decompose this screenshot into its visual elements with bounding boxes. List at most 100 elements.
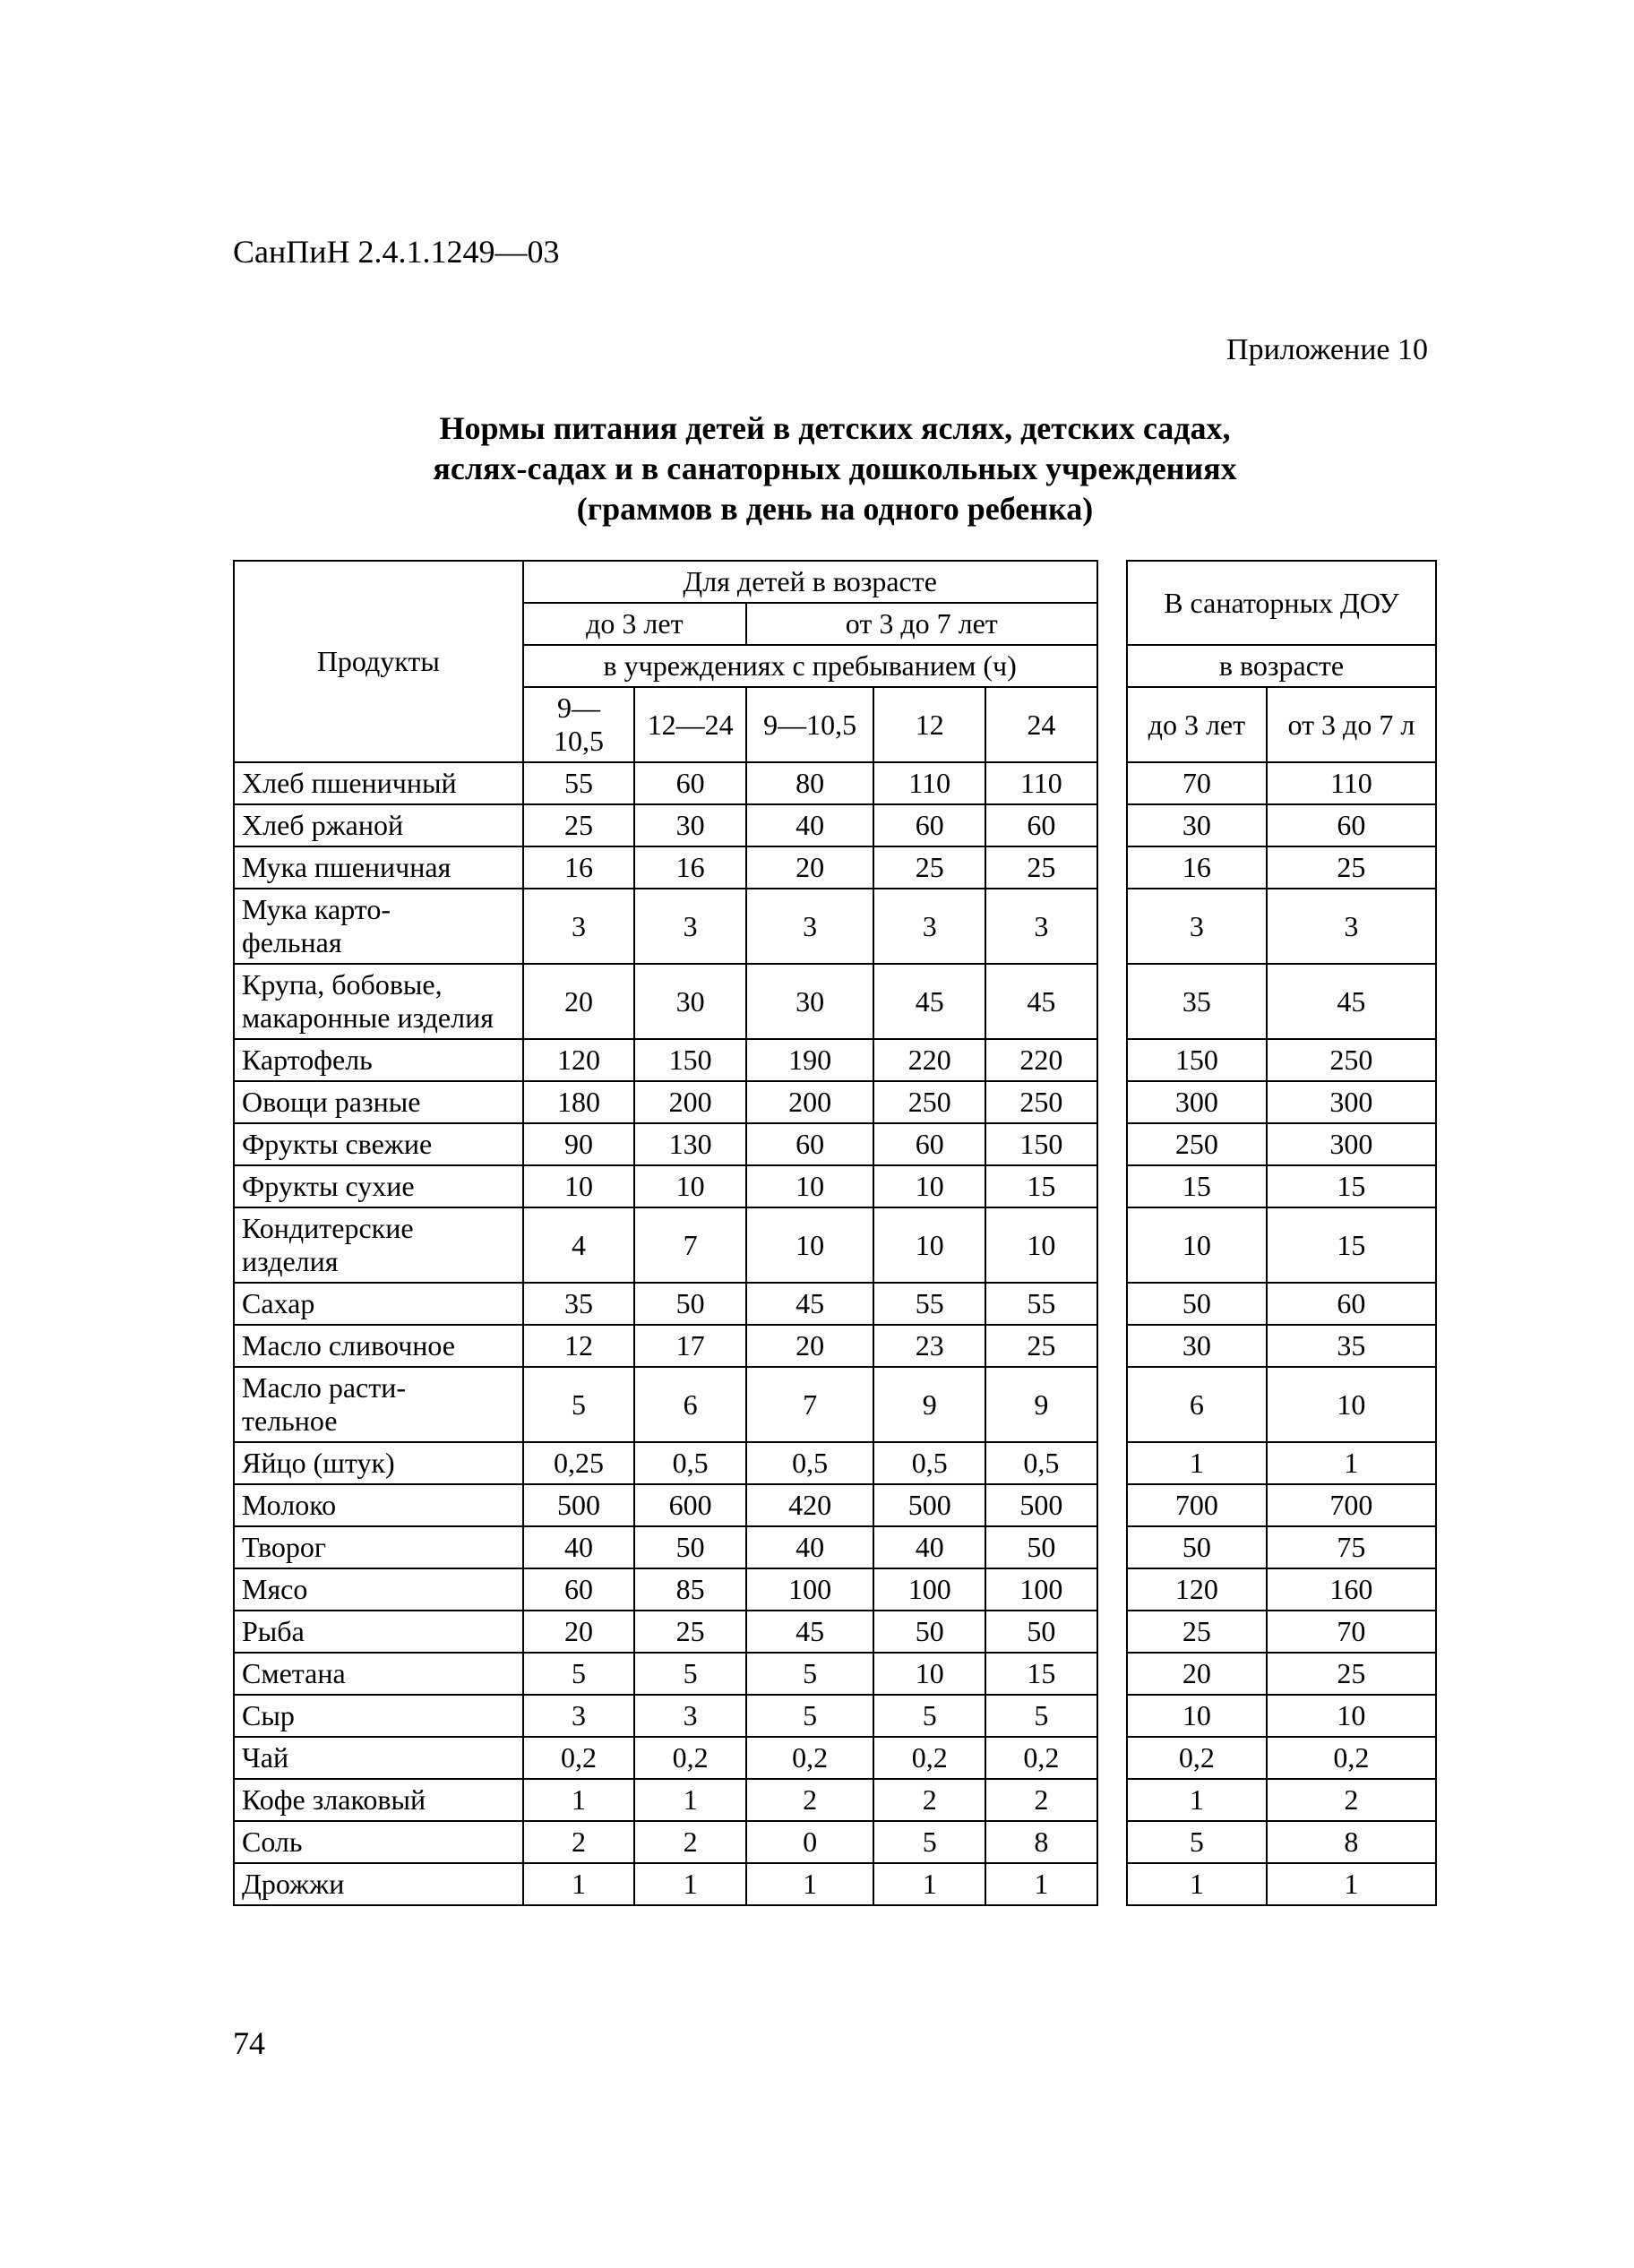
- value-cell: 10: [985, 1207, 1097, 1283]
- table-row: Кофе злаковый1122212: [234, 1779, 1436, 1821]
- value-cell: 35: [523, 1283, 635, 1325]
- table-row: Соль2205858: [234, 1821, 1436, 1863]
- value-cell: 300: [1267, 1081, 1436, 1123]
- value-cell: 2: [873, 1779, 985, 1821]
- value-cell: 9: [985, 1367, 1097, 1442]
- column-gap: [1097, 1442, 1127, 1484]
- header-under3: до 3 лет: [523, 603, 746, 645]
- value-cell: 40: [523, 1526, 635, 1568]
- value-cell: 2: [523, 1821, 635, 1863]
- header-sanatorium: В санаторных ДОУ: [1127, 561, 1436, 645]
- value-cell: 45: [873, 964, 985, 1039]
- value-cell: 55: [873, 1283, 985, 1325]
- value-cell: 25: [1127, 1611, 1267, 1653]
- product-name: Масло расти-тельное: [234, 1367, 523, 1442]
- product-name: Масло сливочное: [234, 1325, 523, 1367]
- column-gap: [1097, 1207, 1127, 1283]
- value-cell: 3: [1127, 889, 1267, 964]
- header-stay-hours: в учреждениях с пребыванием (ч): [523, 645, 1097, 687]
- product-name: Хлеб пшеничный: [234, 762, 523, 804]
- product-name: Мука карто-фельная: [234, 889, 523, 964]
- value-cell: 1: [985, 1863, 1097, 1905]
- value-cell: 5: [746, 1695, 873, 1737]
- header-col-2: 12—24: [634, 687, 746, 762]
- product-name: Картофель: [234, 1039, 523, 1081]
- table-row: Дрожжи1111111: [234, 1863, 1436, 1905]
- value-cell: 100: [985, 1568, 1097, 1611]
- table-header: Продукты Для детей в возрасте В санаторн…: [234, 561, 1436, 762]
- value-cell: 10: [1267, 1695, 1436, 1737]
- table-row: Масло расти-тельное56799610: [234, 1367, 1436, 1442]
- value-cell: 3: [634, 1695, 746, 1737]
- value-cell: 10: [634, 1165, 746, 1207]
- column-gap: [1097, 1123, 1127, 1165]
- value-cell: 1: [1267, 1863, 1436, 1905]
- value-cell: 0,5: [985, 1442, 1097, 1484]
- value-cell: 45: [1267, 964, 1436, 1039]
- value-cell: 25: [523, 804, 635, 846]
- value-cell: 1: [1127, 1863, 1267, 1905]
- value-cell: 700: [1127, 1484, 1267, 1526]
- table-row: Сахар35504555555060: [234, 1283, 1436, 1325]
- value-cell: 500: [985, 1484, 1097, 1526]
- table-row: Хлеб ржаной25304060603060: [234, 804, 1436, 846]
- value-cell: 16: [634, 846, 746, 889]
- value-cell: 10: [1267, 1367, 1436, 1442]
- value-cell: 5: [523, 1653, 635, 1695]
- value-cell: 60: [746, 1123, 873, 1165]
- table-row: Хлеб пшеничный55608011011070110: [234, 762, 1436, 804]
- table-row: Сыр335551010: [234, 1695, 1436, 1737]
- title-line-3: (граммов в день на одного ребенка): [233, 489, 1437, 529]
- value-cell: 2: [634, 1821, 746, 1863]
- table-row: Кондитерские изделия471010101015: [234, 1207, 1436, 1283]
- value-cell: 6: [634, 1367, 746, 1442]
- value-cell: 20: [746, 1325, 873, 1367]
- value-cell: 2: [985, 1779, 1097, 1821]
- value-cell: 0,2: [1267, 1737, 1436, 1779]
- value-cell: 3: [985, 889, 1097, 964]
- value-cell: 0,2: [985, 1737, 1097, 1779]
- value-cell: 250: [1267, 1039, 1436, 1081]
- value-cell: 25: [634, 1611, 746, 1653]
- value-cell: 40: [746, 804, 873, 846]
- column-gap: [1097, 964, 1127, 1039]
- value-cell: 85: [634, 1568, 746, 1611]
- value-cell: 120: [1127, 1568, 1267, 1611]
- value-cell: 150: [1127, 1039, 1267, 1081]
- value-cell: 20: [523, 964, 635, 1039]
- value-cell: 15: [1267, 1165, 1436, 1207]
- value-cell: 0,2: [873, 1737, 985, 1779]
- value-cell: 120: [523, 1039, 635, 1081]
- table-row: Яйцо (штук)0,250,50,50,50,511: [234, 1442, 1436, 1484]
- value-cell: 60: [873, 1123, 985, 1165]
- value-cell: 0: [746, 1821, 873, 1863]
- value-cell: 1: [1267, 1442, 1436, 1484]
- value-cell: 25: [985, 1325, 1097, 1367]
- value-cell: 5: [523, 1367, 635, 1442]
- value-cell: 10: [873, 1653, 985, 1695]
- value-cell: 60: [1267, 804, 1436, 846]
- column-gap: [1097, 1081, 1127, 1123]
- product-name: Сметана: [234, 1653, 523, 1695]
- table-row: Чай0,20,20,20,20,20,20,2: [234, 1737, 1436, 1779]
- value-cell: 100: [873, 1568, 985, 1611]
- value-cell: 2: [1267, 1779, 1436, 1821]
- value-cell: 1: [1127, 1442, 1267, 1484]
- value-cell: 7: [746, 1367, 873, 1442]
- product-name: Хлеб ржаной: [234, 804, 523, 846]
- value-cell: 50: [873, 1611, 985, 1653]
- value-cell: 60: [523, 1568, 635, 1611]
- value-cell: 20: [523, 1611, 635, 1653]
- table-row: Мука пшеничная16162025251625: [234, 846, 1436, 889]
- value-cell: 30: [1127, 804, 1267, 846]
- document-code: СанПиН 2.4.1.1249—03: [233, 233, 1437, 271]
- header-col-5: 24: [985, 687, 1097, 762]
- value-cell: 150: [634, 1039, 746, 1081]
- value-cell: 300: [1127, 1081, 1267, 1123]
- column-gap: [1097, 762, 1127, 804]
- table-row: Крупа, бобовые, макаронные изделия203030…: [234, 964, 1436, 1039]
- value-cell: 250: [1127, 1123, 1267, 1165]
- value-cell: 60: [1267, 1283, 1436, 1325]
- value-cell: 50: [985, 1611, 1097, 1653]
- value-cell: 17: [634, 1325, 746, 1367]
